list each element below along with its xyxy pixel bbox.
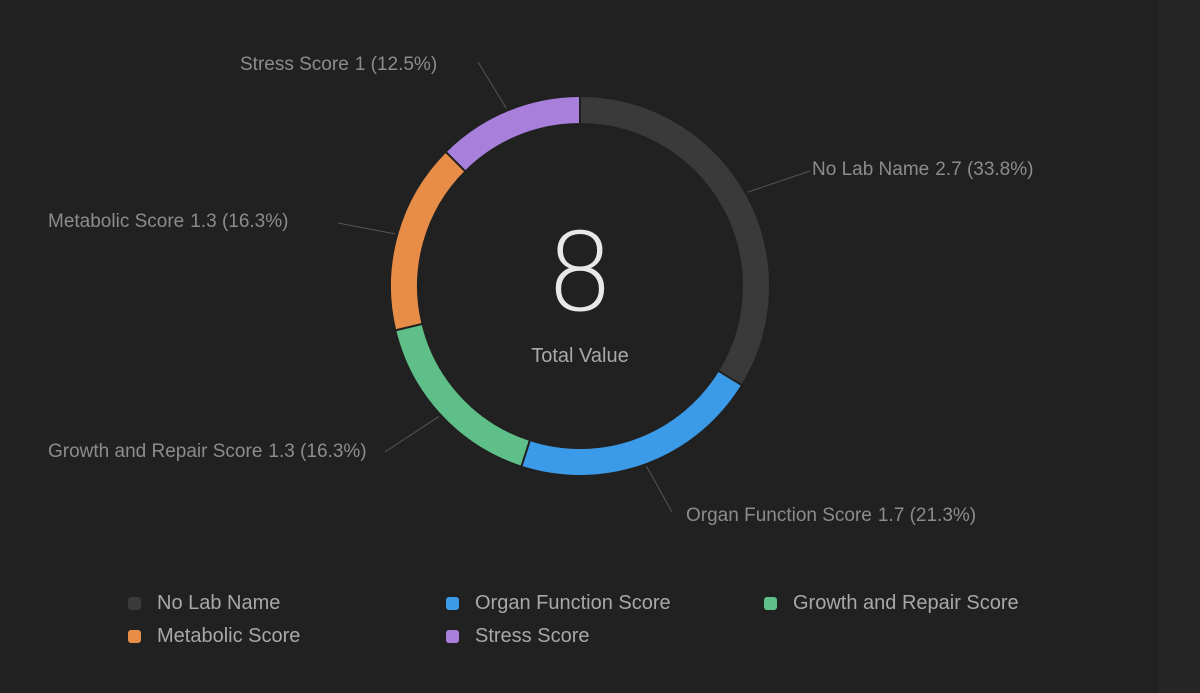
- slice-label-name: No Lab Name: [812, 159, 930, 180]
- legend-swatch: [446, 597, 459, 610]
- total-value: 8: [545, 211, 615, 336]
- legend-swatch: [128, 630, 141, 643]
- leader-line: [646, 465, 673, 513]
- slice-label-organ-function: Organ Function Score 1.7 (21.3%): [686, 505, 976, 527]
- legend-swatch: [764, 597, 777, 610]
- legend-label: Organ Function Score: [475, 592, 671, 614]
- slice-label-name: Stress Score: [240, 54, 349, 75]
- slice-label-value: 1.3: [190, 211, 217, 232]
- slice-label-name: Growth and Repair Score: [48, 441, 263, 462]
- legend-swatch: [128, 597, 141, 610]
- slice-label-percent: (21.3%): [909, 505, 977, 526]
- leader-line: [337, 222, 396, 235]
- slice-label-percent: (16.3%): [221, 211, 289, 232]
- legend-item-growth-repair[interactable]: Growth and Repair Score: [764, 592, 1082, 615]
- slice-label-percent: (33.8%): [966, 159, 1034, 180]
- legend-item-no-lab-name[interactable]: No Lab Name: [128, 592, 446, 615]
- slice-label-metabolic: Metabolic Score 1.3 (16.3%): [48, 211, 288, 233]
- slice-label-name: Metabolic Score: [48, 211, 185, 232]
- donut-chart: 8 Total Value No Lab Name 2.7 (33.8%) Org…: [48, 54, 1088, 648]
- leader-line: [477, 61, 507, 109]
- leader-line: [747, 170, 811, 193]
- right-panel: [1158, 0, 1200, 693]
- donut-slice-organ-function-score[interactable]: [520, 369, 744, 477]
- legend-label: No Lab Name: [157, 592, 281, 614]
- slice-label-no-lab-name: No Lab Name 2.7 (33.8%): [812, 159, 1033, 181]
- slice-label-value: 1: [354, 54, 366, 75]
- slice-label-stress: Stress Score 1 (12.5%): [240, 54, 437, 76]
- slice-label-value: 1.7: [877, 505, 905, 526]
- legend-label: Growth and Repair Score: [793, 592, 1019, 614]
- total-label: Total Value: [531, 345, 629, 367]
- legend-swatch: [446, 630, 459, 643]
- slice-label-value: 1.3: [268, 441, 295, 462]
- slice-label-value: 2.7: [935, 159, 962, 180]
- slice-label-percent: (12.5%): [370, 54, 438, 75]
- legend-item-organ-function[interactable]: Organ Function Score: [446, 592, 764, 615]
- chart-legend: No Lab Name Organ Function Score Growth …: [128, 592, 1088, 648]
- slice-label-percent: (16.3%): [300, 441, 367, 462]
- legend-item-stress[interactable]: Stress Score: [446, 625, 764, 648]
- donut-svg: [337, 61, 811, 513]
- leader-line: [384, 415, 440, 453]
- slice-label-name: Organ Function Score: [686, 505, 872, 526]
- donut-slice-stress-score[interactable]: [444, 94, 581, 173]
- legend-label: Stress Score: [475, 625, 590, 647]
- slice-label-growth-repair: Growth and Repair Score 1.3 (16.3%): [48, 441, 382, 463]
- legend-item-metabolic[interactable]: Metabolic Score: [128, 625, 446, 648]
- legend-label: Metabolic Score: [157, 625, 301, 647]
